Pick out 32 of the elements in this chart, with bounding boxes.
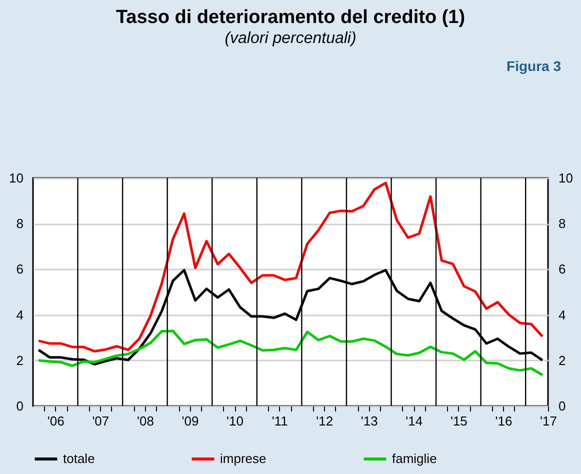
legend-label: famiglie (392, 451, 437, 466)
x-tick-label: '14 (406, 414, 423, 428)
line-series (37, 182, 544, 353)
y-tick-label: 0 (16, 398, 24, 414)
x-tick-label: '11 (272, 414, 288, 428)
text: Figura 3 (506, 58, 562, 74)
y2-tick-label: 4 (558, 307, 566, 322)
x-tick-label: '06 (47, 414, 64, 428)
y-tick-label: 10 (9, 170, 24, 186)
x-tick-label: '13 (360, 414, 378, 428)
x-tick-label: '17 (540, 414, 557, 428)
x-tick-label: '07 (92, 414, 110, 428)
x-tick-label: '09 (182, 414, 199, 428)
y2-tick-label: 2 (558, 352, 566, 368)
y-tick-label: 6 (16, 262, 24, 277)
y-tick-label: 4 (16, 307, 24, 322)
x-tick-label: '12 (316, 414, 334, 428)
y2-tick-label: 8 (558, 216, 566, 232)
legend-label: imprese (220, 451, 266, 466)
y2-tick-label: 0 (558, 398, 566, 414)
y-tick-label: 8 (16, 216, 24, 232)
x-tick-label: '15 (450, 414, 468, 428)
chart-subtitle: (valori percentuali) (224, 30, 356, 47)
x-tick-label: '08 (136, 414, 154, 428)
chart-title: Tasso di deterioramento del credito (1) (116, 7, 466, 28)
line-series (37, 330, 544, 376)
x-tick-label: '16 (495, 414, 512, 428)
x-tick-label: '10 (226, 414, 244, 428)
legend-label: totale (63, 451, 95, 466)
y-tick-label: 2 (16, 352, 24, 368)
y2-tick-label: 10 (558, 170, 573, 186)
y2-tick-label: 6 (558, 262, 566, 277)
